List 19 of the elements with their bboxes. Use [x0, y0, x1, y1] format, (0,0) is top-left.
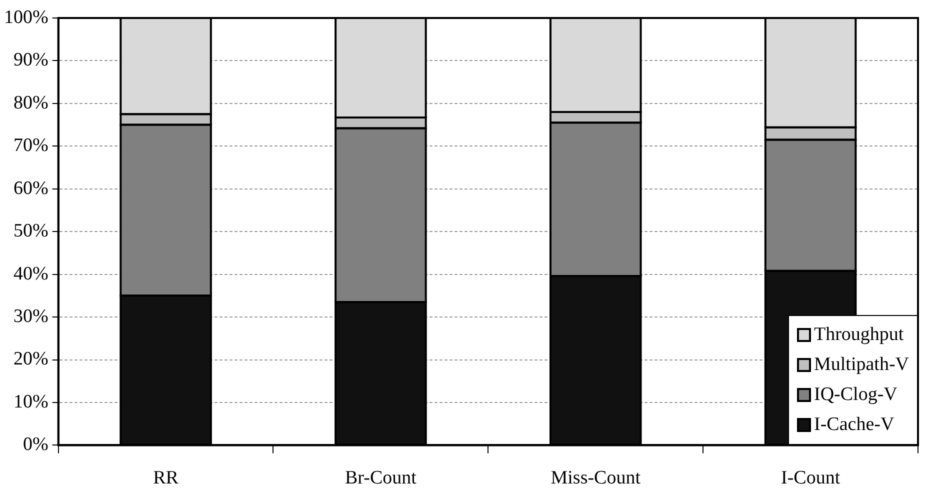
x-tick-label: I-Count	[780, 468, 841, 489]
y-tick-label: 30%	[14, 306, 48, 328]
y-tick-label: 0%	[23, 434, 48, 456]
y-tick-label: 40%	[14, 263, 48, 284]
x-tick-label: RR	[153, 468, 179, 489]
legend-label: I-Cache-V	[814, 413, 894, 438]
y-tick-label: 100%	[4, 6, 48, 28]
y-tick-label: 10%	[14, 391, 48, 412]
x-tick-label: Br-Count	[345, 468, 418, 489]
y-tick-label: 70%	[14, 135, 48, 156]
legend-label: Throughput	[814, 323, 904, 348]
x-tick-label: Miss-Count	[550, 468, 642, 489]
y-tick-label: 60%	[14, 178, 48, 199]
legend-label: Multipath-V	[814, 353, 909, 378]
legend-label: IQ-Clog-V	[814, 383, 898, 408]
y-tick-label: 20%	[14, 348, 48, 370]
y-tick-label: 50%	[14, 220, 48, 242]
y-tick-label: 80%	[14, 92, 48, 114]
y-tick-label: 90%	[14, 50, 48, 71]
